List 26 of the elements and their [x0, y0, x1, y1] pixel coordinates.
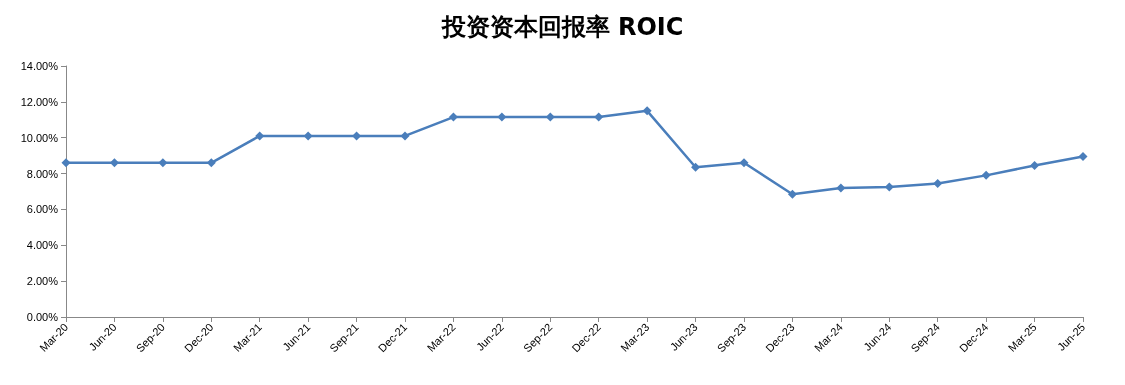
point: [933, 178, 943, 188]
point: [981, 170, 991, 180]
y-tick-label: 8.00%: [26, 167, 59, 180]
point: [1030, 161, 1040, 170]
point: [787, 189, 797, 199]
point: [691, 162, 701, 172]
y-tick-label: 2.00%: [26, 275, 59, 288]
y-tick-label: 0.00%: [26, 311, 59, 323]
y-tick-label: 10.00%: [20, 131, 59, 144]
point: [739, 158, 749, 168]
point: [836, 183, 846, 193]
point: [158, 158, 168, 168]
point: [497, 112, 507, 122]
y-tick-label: 4.00%: [26, 239, 59, 252]
chart-title: 投资资本回报率 ROIC: [440, 13, 684, 41]
point: [1078, 152, 1088, 162]
y-tick-label: 6.00%: [26, 203, 59, 216]
point: [61, 158, 71, 168]
y-tick-label: 12.00%: [20, 95, 59, 108]
point: [642, 106, 652, 116]
point: [206, 158, 216, 168]
point: [303, 131, 313, 141]
point: [448, 112, 458, 122]
y-tick-label: 14.00%: [20, 60, 59, 72]
point: [400, 131, 410, 141]
point: [594, 112, 604, 122]
